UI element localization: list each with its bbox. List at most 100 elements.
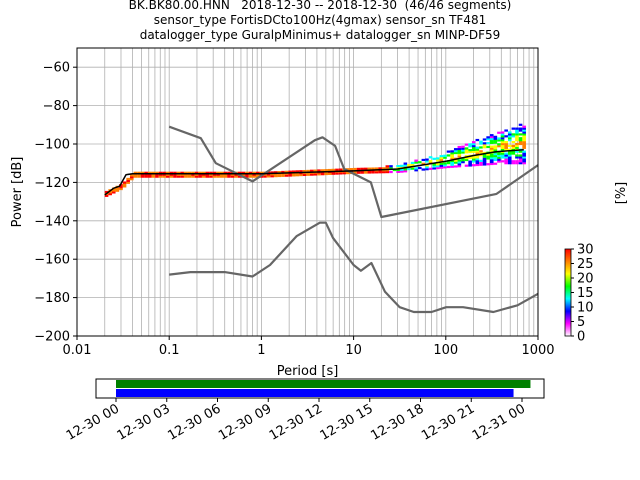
ppsd-density-cell [356, 167, 361, 170]
ppsd-density-cell [518, 154, 523, 157]
ppsd-density-cell [144, 175, 148, 178]
ppsd-density-cell [453, 165, 458, 168]
ppsd-density-cell [147, 175, 152, 178]
ppsd-density-cell [414, 161, 418, 164]
ppsd-density-cell [489, 147, 494, 150]
ppsd-density-cell [461, 147, 465, 150]
ppsd-density-cell [263, 175, 267, 178]
ppsd-density-cell [169, 171, 174, 174]
ppsd-density-cell [489, 153, 494, 156]
ppsd-density-cell [464, 156, 469, 160]
ppsd-density-cell [381, 171, 386, 174]
colorbar-tick-label: 20 [577, 272, 594, 287]
ppsd-density-cell [219, 171, 224, 174]
ppsd-density-cell [180, 173, 184, 176]
ppsd-density-cell [489, 139, 494, 143]
ppsd-density-cell [270, 173, 274, 176]
ppsd-density-cell [281, 172, 285, 175]
ppsd-density-cell [450, 165, 454, 168]
ppsd-density-cell [450, 154, 454, 157]
x-tick-label: 100 [433, 343, 458, 358]
ppsd-density-cell [223, 171, 228, 174]
ppsd-density-cell [479, 163, 483, 166]
ppsd-density-cell [270, 175, 274, 178]
ppsd-density-cell [482, 142, 487, 145]
ppsd-density-cell [183, 171, 188, 174]
ppsd-density-cell [421, 158, 426, 162]
ppsd-density-cell [223, 175, 228, 178]
ppsd-density-cell [331, 172, 336, 175]
ppsd-density-cell [446, 162, 451, 165]
ppsd-density-cell [475, 150, 480, 153]
ppsd-density-cell [230, 173, 235, 176]
ppsd-density-cell [511, 150, 516, 153]
ppsd-density-cell [108, 191, 112, 194]
ppsd-density-cell [464, 164, 469, 167]
ppsd-density-cell [126, 181, 130, 184]
ppsd-density-cell [518, 140, 523, 144]
ppsd-density-cell [522, 133, 526, 136]
ppsd-density-cell [497, 139, 501, 142]
ppsd-density-cell [385, 165, 390, 168]
ppsd-density-cell [241, 173, 246, 176]
ppsd-density-cell [518, 158, 523, 161]
ppsd-density-cell [489, 136, 494, 139]
y-axis-label: Power [dB] [10, 157, 25, 228]
ppsd-density-cell [309, 169, 314, 172]
y-tick-label: −180 [34, 291, 70, 306]
ppsd-density-cell [158, 171, 163, 174]
ppsd-density-cell [507, 148, 512, 151]
ppsd-density-cell [486, 142, 490, 145]
ppsd-density-cell [371, 171, 375, 174]
ppsd-density-cell [489, 157, 494, 160]
x-axis-label: Period [s] [277, 364, 339, 379]
ppsd-density-cell [205, 171, 210, 174]
ppsd-density-cell [486, 145, 490, 149]
ppsd-density-cell [504, 162, 508, 165]
ppsd-density-cell [363, 171, 368, 174]
y-tick-label: −100 [34, 138, 70, 153]
ppsd-density-cell [518, 160, 523, 163]
ppsd-density-cell [453, 159, 458, 162]
ppsd-density-cell [396, 170, 400, 173]
ppsd-density-cell [493, 145, 498, 148]
ppsd-density-cell [198, 173, 202, 176]
ppsd-density-cell [518, 162, 523, 165]
ppsd-density-cell [515, 144, 519, 148]
ppsd-density-cell [115, 187, 120, 190]
ppsd-density-cell [417, 161, 422, 164]
ppsd-density-cell [522, 125, 526, 128]
ppsd-density-cell [439, 158, 444, 162]
ppsd-density-cell [212, 175, 217, 178]
ppsd-density-cell [522, 131, 526, 134]
ppsd-density-cell [201, 171, 206, 174]
ppsd-density-cell [367, 171, 372, 174]
ppsd-density-cell [104, 190, 109, 194]
ppsd-density-cell [507, 152, 512, 155]
ppsd-density-cell [306, 173, 310, 176]
timeline-bar-blue [116, 389, 514, 397]
ppsd-density-cell [504, 140, 508, 144]
ppsd-density-cell [493, 153, 498, 156]
ppsd-density-cell [151, 175, 156, 178]
ppsd-density-cell [407, 167, 411, 171]
ppsd-density-cell [349, 168, 354, 171]
ppsd-density-cell [227, 175, 231, 178]
y-tick-label: −200 [34, 330, 70, 345]
ppsd-density-cell [457, 161, 462, 164]
ppsd-density-cell [511, 135, 516, 138]
ppsd-density-cell [155, 175, 159, 178]
ppsd-density-cell [187, 175, 192, 178]
ppsd-density-cell [515, 131, 519, 134]
ppsd-density-cell [198, 171, 202, 174]
ppsd-density-cell [450, 152, 454, 155]
ppsd-density-cell [378, 171, 382, 174]
ppsd-density-cell [360, 167, 364, 170]
y-tick-label: −60 [43, 61, 70, 76]
ppsd-density-cell [497, 158, 501, 161]
ppsd-density-cell [327, 172, 332, 175]
ppsd-density-cell [461, 161, 465, 164]
ppsd-density-cell [439, 166, 444, 169]
ppsd-density-cell [281, 170, 285, 174]
ppsd-density-cell [133, 173, 138, 176]
